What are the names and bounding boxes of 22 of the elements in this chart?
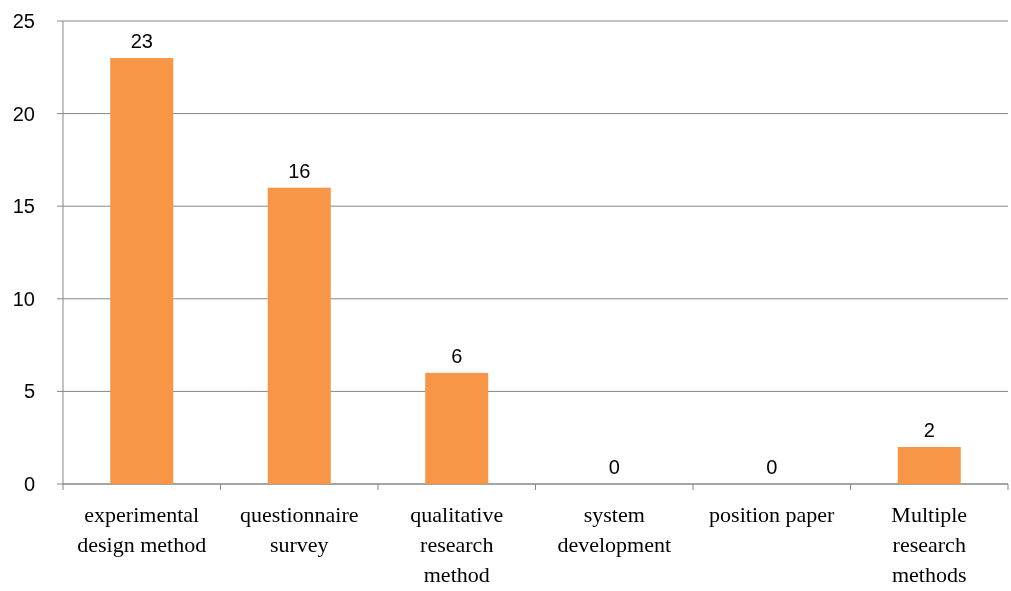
x-tick-label: experimental design method: [77, 502, 207, 557]
bar: [110, 58, 174, 484]
data-label: 6: [451, 344, 463, 367]
data-label: 2: [923, 418, 935, 441]
bar: [267, 187, 331, 484]
y-tick-label: 15: [12, 195, 35, 218]
x-tick-label: questionnaire survey: [239, 502, 359, 557]
bar: [425, 372, 489, 484]
y-tick-label: 20: [12, 102, 35, 125]
x-tick-label: system development: [557, 502, 672, 557]
y-tick-label: 5: [23, 380, 35, 403]
data-label: 0: [608, 456, 620, 478]
y-tick-label: 10: [12, 287, 35, 310]
x-tick-label: qualitative research method: [410, 502, 504, 587]
y-tick-label: 25: [12, 10, 35, 32]
bar: [897, 446, 961, 484]
data-label: 16: [288, 159, 311, 182]
data-label: 0: [766, 456, 778, 478]
x-tick-label: position paper: [709, 502, 836, 527]
data-label: 23: [130, 30, 153, 53]
x-tick-label: Multiple research methods: [891, 502, 968, 587]
y-tick-label: 0: [23, 473, 35, 495]
